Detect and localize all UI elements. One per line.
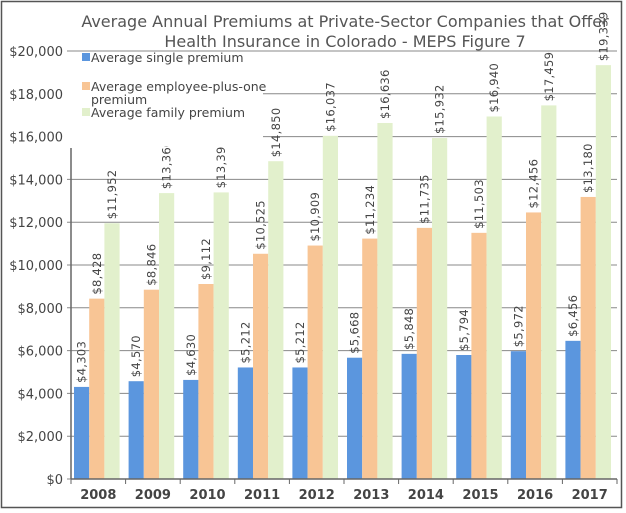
bar-2008-series-3 — [104, 223, 120, 479]
data-label: $11,952 — [105, 170, 119, 220]
y-tick-label: $14,000 — [9, 173, 63, 188]
data-label: $9,112 — [199, 238, 213, 280]
data-label: $5,668 — [348, 312, 362, 354]
bar-2008-series-2 — [89, 298, 105, 479]
bar-2014-series-2 — [416, 227, 432, 479]
y-tick-label: $12,000 — [9, 216, 63, 231]
legend-label: Average single premium — [91, 50, 244, 65]
bar-2011-series-1 — [237, 367, 253, 479]
legend-swatch-3 — [82, 108, 90, 116]
data-label: $10,909 — [308, 192, 322, 242]
bar-2016-series-1 — [510, 351, 526, 479]
y-tick-label: $20,000 — [9, 45, 63, 60]
y-tick-label: $8,000 — [18, 302, 64, 317]
data-label: $13,360 — [160, 139, 174, 189]
y-tick-label: $0 — [46, 473, 63, 488]
data-label: $16,636 — [378, 69, 392, 119]
data-label: $11,234 — [363, 185, 377, 235]
y-tick-label: $2,000 — [18, 430, 64, 445]
data-label: $6,456 — [566, 295, 580, 337]
bar-2013-series-1 — [347, 357, 363, 479]
data-label: $11,503 — [472, 179, 486, 229]
bar-2010-series-1 — [183, 379, 199, 479]
data-label: $12,456 — [527, 159, 541, 209]
x-tick-label: 2012 — [299, 488, 335, 503]
y-tick-label: $6,000 — [18, 345, 64, 360]
data-label: $4,570 — [129, 335, 143, 377]
data-label: $4,630 — [184, 334, 198, 376]
x-tick-label: 2009 — [135, 488, 171, 503]
data-label: $5,794 — [457, 309, 471, 351]
bar-2015-series-1 — [456, 355, 472, 479]
bar-2013-series-3 — [377, 122, 393, 480]
y-tick-label: $18,000 — [9, 88, 63, 103]
bar-2009-series-2 — [143, 289, 159, 479]
legend-label: Average employee-plus-one — [91, 79, 267, 94]
bar-2009-series-1 — [128, 381, 144, 479]
data-label: $13,180 — [581, 143, 595, 193]
data-label: $14,850 — [269, 108, 283, 158]
bar-2017-series-1 — [565, 340, 581, 479]
data-label: $16,037 — [323, 82, 337, 132]
bar-2010-series-2 — [198, 284, 214, 479]
bar-2014-series-1 — [401, 353, 417, 479]
x-tick-label: 2016 — [517, 488, 553, 503]
bar-2017-series-3 — [595, 65, 611, 480]
bar-2010-series-3 — [213, 192, 229, 479]
x-tick-label: 2008 — [80, 488, 116, 503]
bar-2009-series-3 — [159, 193, 175, 479]
bar-2011-series-2 — [253, 253, 269, 479]
data-label: $5,212 — [238, 321, 252, 363]
data-label: $11,735 — [417, 174, 431, 224]
data-label: $8,846 — [144, 244, 158, 286]
data-label: $5,212 — [293, 321, 307, 363]
bar-2012-series-2 — [307, 245, 323, 479]
data-label: $4,303 — [75, 341, 89, 383]
bar-2008-series-1 — [74, 386, 90, 479]
legend-swatch-2 — [82, 82, 90, 90]
x-tick-label: 2015 — [462, 488, 498, 503]
data-label: $10,525 — [254, 200, 268, 250]
y-tick-label: $16,000 — [9, 131, 63, 146]
bar-2014-series-3 — [432, 138, 448, 479]
data-label: $8,428 — [90, 253, 104, 295]
bar-2015-series-2 — [471, 232, 487, 479]
bar-2013-series-2 — [362, 238, 378, 479]
y-tick-label: $4,000 — [18, 387, 64, 402]
bar-2016-series-3 — [541, 105, 557, 479]
data-label: $5,972 — [511, 305, 525, 347]
y-tick-label: $10,000 — [9, 259, 63, 274]
data-label: $16,940 — [487, 63, 501, 113]
bar-2017-series-2 — [580, 196, 596, 479]
bar-2015-series-3 — [486, 116, 502, 479]
x-tick-label: 2014 — [408, 488, 444, 503]
legend-label: Average family premium — [91, 105, 245, 120]
data-label: $17,459 — [542, 52, 556, 102]
bar-2016-series-2 — [526, 212, 542, 480]
chart-title-line-1: Average Annual Premiums at Private-Secto… — [81, 12, 609, 31]
x-tick-label: 2013 — [353, 488, 389, 503]
data-label: $15,932 — [433, 84, 447, 134]
data-label: $5,848 — [402, 308, 416, 350]
x-tick-label: 2017 — [572, 488, 608, 503]
legend-swatch-1 — [82, 53, 90, 61]
legend-label: premium — [91, 92, 147, 107]
data-label: $19,339 — [596, 11, 610, 61]
bar-2011-series-3 — [268, 161, 284, 479]
data-label: $13,393 — [214, 139, 228, 189]
bar-2012-series-1 — [292, 367, 308, 479]
chart-title-line-2: Health Insurance in Colorado - MEPS Figu… — [164, 32, 525, 51]
bar-2012-series-3 — [322, 135, 338, 479]
legend-background — [63, 52, 263, 146]
x-tick-label: 2011 — [244, 488, 280, 503]
x-tick-label: 2010 — [189, 488, 225, 503]
